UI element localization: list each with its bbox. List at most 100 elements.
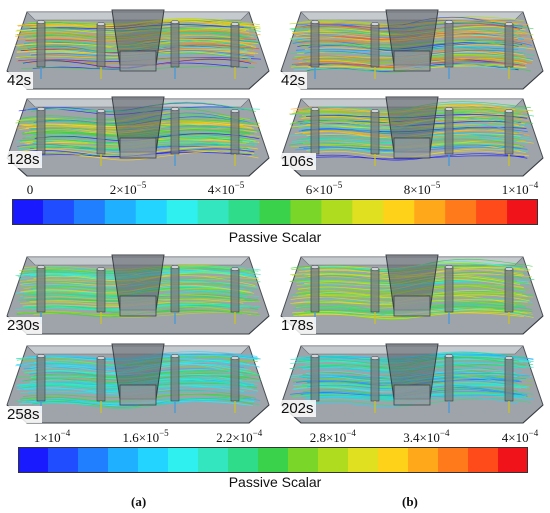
colorbar-tick-label: 3.4×10−4	[403, 428, 450, 445]
panel-a4: 258s	[5, 342, 271, 427]
colorbar-swatch	[290, 199, 322, 225]
top-colorbar-ticks: 0 2×10−5 4×10−5 6×10−5 8×10−5 1×10−4	[20, 180, 538, 198]
colorbar-swatch	[12, 199, 44, 225]
pillar	[504, 110, 514, 155]
pillar	[36, 355, 46, 402]
colorbar-tick-label: 4×10−4	[501, 428, 539, 445]
pillar	[36, 108, 46, 155]
colorbar-swatch	[228, 447, 259, 473]
colorbar-swatch	[258, 447, 289, 473]
colorbar-swatch	[352, 199, 384, 225]
pillar	[96, 268, 106, 313]
colorbar-swatch	[138, 447, 169, 473]
time-label: 230s	[5, 317, 42, 334]
colorbar-swatch	[318, 447, 349, 473]
pillar	[370, 357, 380, 402]
pillar	[170, 266, 180, 313]
time-label: 202s	[279, 400, 316, 417]
top-colorbar	[12, 199, 538, 225]
pillar	[36, 21, 46, 68]
tank-render	[280, 96, 544, 177]
pillar	[370, 268, 380, 313]
bottom-colorbar-title: Passive Scalar	[228, 474, 322, 490]
panel-b3: 178s	[279, 253, 545, 338]
pillar	[96, 110, 106, 155]
colorbar-swatch	[197, 199, 230, 225]
colorbar-swatch	[498, 447, 528, 473]
pillar	[230, 268, 240, 313]
top-colorbar-title: Passive Scalar	[228, 229, 322, 245]
pillar	[170, 108, 180, 155]
colorbar-tick-label: 1×10−4	[501, 180, 539, 197]
pillar	[370, 110, 380, 155]
pillar	[310, 108, 320, 155]
tank-render	[6, 343, 270, 424]
pillar	[230, 23, 240, 68]
panel-b2: 106s	[279, 95, 545, 180]
pillar	[96, 23, 106, 68]
colorbar-swatch	[408, 447, 439, 473]
pillar	[170, 355, 180, 402]
colorbar-swatch	[42, 199, 75, 225]
panel-a1: 42s	[5, 8, 271, 93]
colorbar-tick-label: 1×10−4	[33, 428, 71, 445]
colorbar-swatch	[228, 199, 261, 225]
colorbar-tick-label: 6×10−5	[305, 180, 343, 197]
colorbar-swatch	[414, 199, 446, 225]
pillar	[310, 21, 320, 68]
colorbar-swatch	[445, 199, 477, 225]
pillar	[504, 268, 514, 313]
time-label: 178s	[279, 317, 316, 334]
bottom-colorbar	[18, 447, 528, 473]
colorbar-swatch	[259, 199, 291, 225]
colorbar-swatch	[135, 199, 168, 225]
pillar	[370, 23, 380, 68]
colorbar-tick-label: 4×10−5	[207, 180, 245, 197]
pillar	[504, 23, 514, 68]
time-label: 42s	[5, 72, 34, 89]
pillar	[230, 357, 240, 402]
colorbar-swatch	[168, 447, 199, 473]
panel-a2: 128s	[5, 95, 271, 180]
pillar	[170, 21, 180, 68]
sublabel-b: (b)	[402, 494, 418, 509]
colorbar-swatch	[468, 447, 499, 473]
colorbar-tick-label: 0	[26, 182, 34, 197]
pillar	[444, 21, 454, 68]
pillar	[504, 357, 514, 402]
colorbar-swatch	[476, 199, 508, 225]
colorbar-tick-label: 1.6×10−5	[122, 428, 169, 445]
pillar	[444, 355, 454, 402]
tank-render	[6, 9, 270, 90]
colorbar-swatch	[383, 199, 415, 225]
bottom-colorbar-ticks: 1×10−4 1.6×10−5 2.2×10−4 2.8×10−4 3.4×10−4 4×…	[34, 428, 538, 446]
colorbar-swatch	[198, 447, 229, 473]
time-label: 106s	[279, 153, 316, 170]
colorbar-swatch	[78, 447, 109, 473]
colorbar-swatch	[321, 199, 353, 225]
pillar	[36, 266, 46, 313]
colorbar-swatch	[348, 447, 379, 473]
colorbar-swatch	[73, 199, 106, 225]
sublabel-a: (a)	[131, 494, 147, 509]
tank-render	[280, 9, 544, 90]
colorbar-swatch	[104, 199, 137, 225]
colorbar-tick-label: 2×10−5	[109, 180, 147, 197]
panel-a3: 230s	[5, 253, 271, 338]
colorbar-tick-label: 2.2×10−4	[216, 428, 263, 445]
panel-b4: 202s	[279, 342, 545, 427]
colorbar-tick-label: 8×10−5	[403, 180, 441, 197]
pillar	[310, 266, 320, 313]
panel-b1: 42s	[279, 8, 545, 93]
tank-render	[280, 254, 544, 335]
pillar	[444, 108, 454, 155]
tank-render	[6, 96, 270, 177]
time-label: 128s	[5, 151, 42, 168]
time-label: 42s	[279, 72, 308, 89]
colorbar-swatch	[48, 447, 79, 473]
colorbar-swatch	[166, 199, 199, 225]
colorbar-swatch	[507, 199, 538, 225]
colorbar-swatch	[108, 447, 139, 473]
colorbar-tick-label: 2.8×10−4	[309, 428, 356, 445]
pillar	[96, 357, 106, 402]
